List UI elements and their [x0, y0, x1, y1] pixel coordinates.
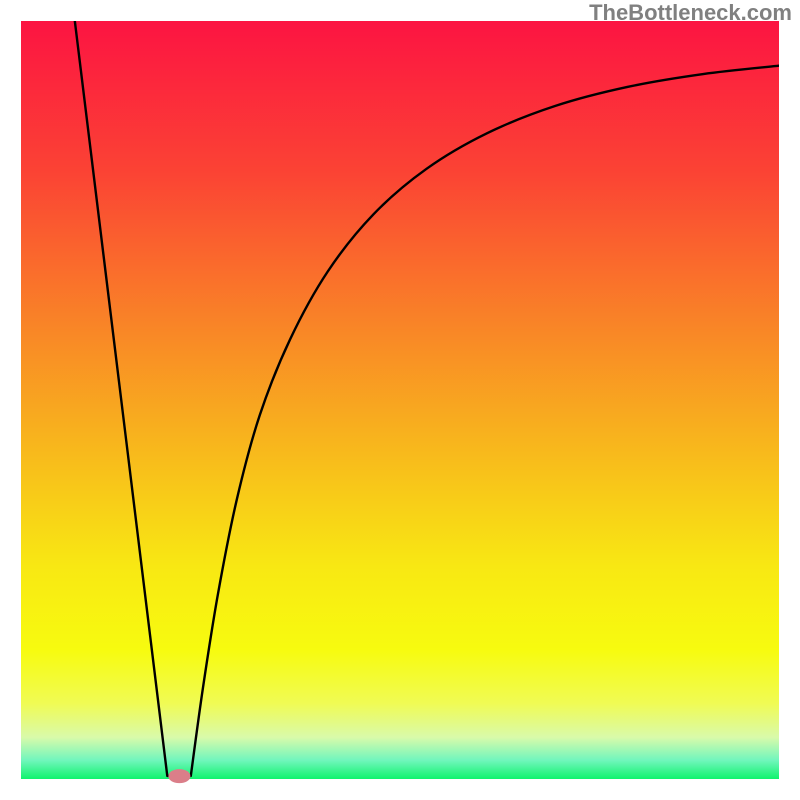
optimal-point-marker	[169, 769, 190, 783]
plot-inner	[21, 21, 779, 779]
bottleneck-curve	[21, 21, 779, 779]
watermark-text: TheBottleneck.com	[589, 0, 792, 26]
plot-area	[21, 21, 779, 779]
chart-container: TheBottleneck.com	[0, 0, 800, 800]
